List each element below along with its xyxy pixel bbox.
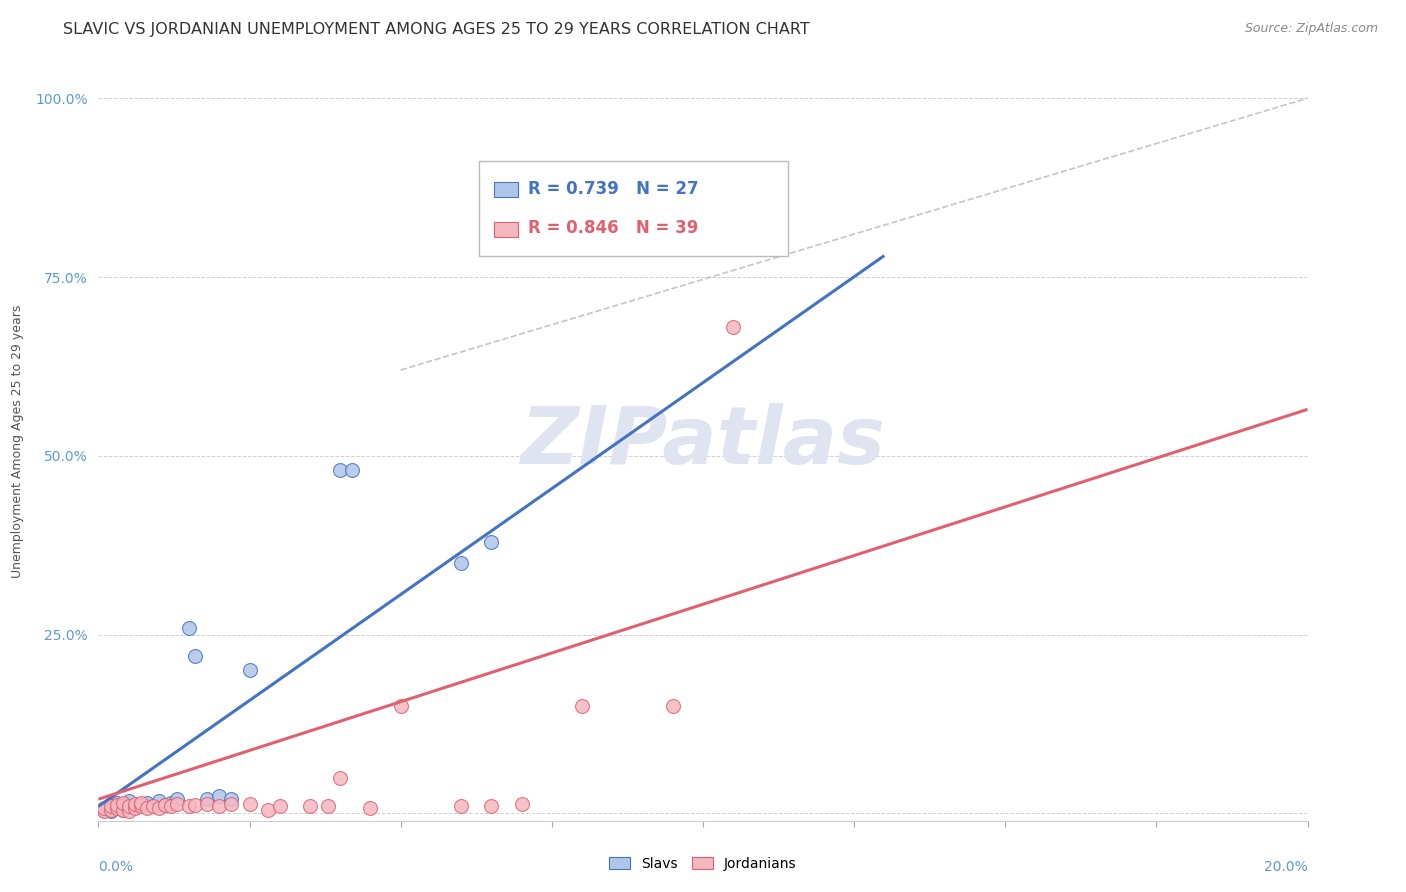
Point — [723, 320, 745, 334]
Point — [179, 620, 201, 634]
Legend: Slavs, Jordanians: Slavs, Jordanians — [609, 856, 797, 871]
Point — [148, 794, 170, 808]
Point — [124, 797, 146, 812]
Text: R = 0.739   N = 27: R = 0.739 N = 27 — [527, 180, 699, 198]
Point — [153, 797, 176, 812]
Point — [239, 664, 262, 678]
Text: SLAVIC VS JORDANIAN UNEMPLOYMENT AMONG AGES 25 TO 29 YEARS CORRELATION CHART: SLAVIC VS JORDANIAN UNEMPLOYMENT AMONG A… — [63, 22, 810, 37]
Point — [148, 801, 170, 815]
FancyBboxPatch shape — [494, 182, 517, 197]
Point — [184, 797, 207, 812]
Point — [105, 796, 128, 810]
Point — [179, 799, 201, 814]
Point — [100, 799, 122, 814]
Point — [195, 797, 218, 812]
Point — [153, 797, 176, 812]
Point — [105, 801, 128, 815]
Point — [100, 805, 122, 819]
Point — [208, 789, 231, 803]
Point — [269, 799, 291, 814]
Point — [184, 649, 207, 664]
Point — [100, 799, 122, 814]
Point — [118, 799, 141, 814]
Point — [111, 803, 134, 817]
Point — [93, 805, 115, 819]
Point — [118, 799, 141, 814]
Point — [135, 801, 157, 815]
Point — [166, 797, 188, 812]
Point — [481, 799, 503, 814]
Point — [360, 801, 382, 815]
Text: R = 0.846   N = 39: R = 0.846 N = 39 — [527, 219, 697, 237]
FancyBboxPatch shape — [479, 161, 787, 256]
Point — [93, 803, 115, 817]
Point — [195, 792, 218, 806]
Point — [450, 556, 472, 570]
Point — [166, 792, 188, 806]
Point — [129, 796, 152, 810]
Point — [481, 534, 503, 549]
Point — [510, 797, 533, 812]
Point — [221, 797, 243, 812]
Point — [299, 799, 322, 814]
Point — [105, 797, 128, 812]
Point — [160, 796, 183, 810]
Y-axis label: Unemployment Among Ages 25 to 29 years: Unemployment Among Ages 25 to 29 years — [11, 305, 24, 578]
Point — [661, 699, 683, 714]
Point — [118, 794, 141, 808]
Point — [111, 803, 134, 817]
Point — [208, 799, 231, 814]
Text: Source: ZipAtlas.com: Source: ZipAtlas.com — [1244, 22, 1378, 36]
Point — [118, 805, 141, 819]
Point — [124, 799, 146, 814]
Point — [450, 799, 472, 814]
Point — [129, 797, 152, 812]
Point — [239, 797, 262, 812]
Point — [389, 699, 412, 714]
Point — [160, 799, 183, 814]
FancyBboxPatch shape — [494, 221, 517, 236]
Point — [221, 792, 243, 806]
Point — [256, 803, 278, 817]
Point — [129, 799, 152, 814]
Point — [142, 799, 165, 814]
Point — [329, 463, 352, 477]
Text: 20.0%: 20.0% — [1264, 860, 1308, 873]
Point — [100, 803, 122, 817]
Point — [342, 463, 364, 477]
Point — [142, 799, 165, 814]
Text: ZIPatlas: ZIPatlas — [520, 402, 886, 481]
Point — [111, 796, 134, 810]
Point — [111, 797, 134, 812]
Point — [124, 801, 146, 815]
Point — [571, 699, 593, 714]
Point — [135, 796, 157, 810]
Text: 0.0%: 0.0% — [98, 860, 134, 873]
Point — [105, 801, 128, 815]
Point — [316, 799, 339, 814]
Point — [93, 801, 115, 815]
Point — [329, 771, 352, 785]
